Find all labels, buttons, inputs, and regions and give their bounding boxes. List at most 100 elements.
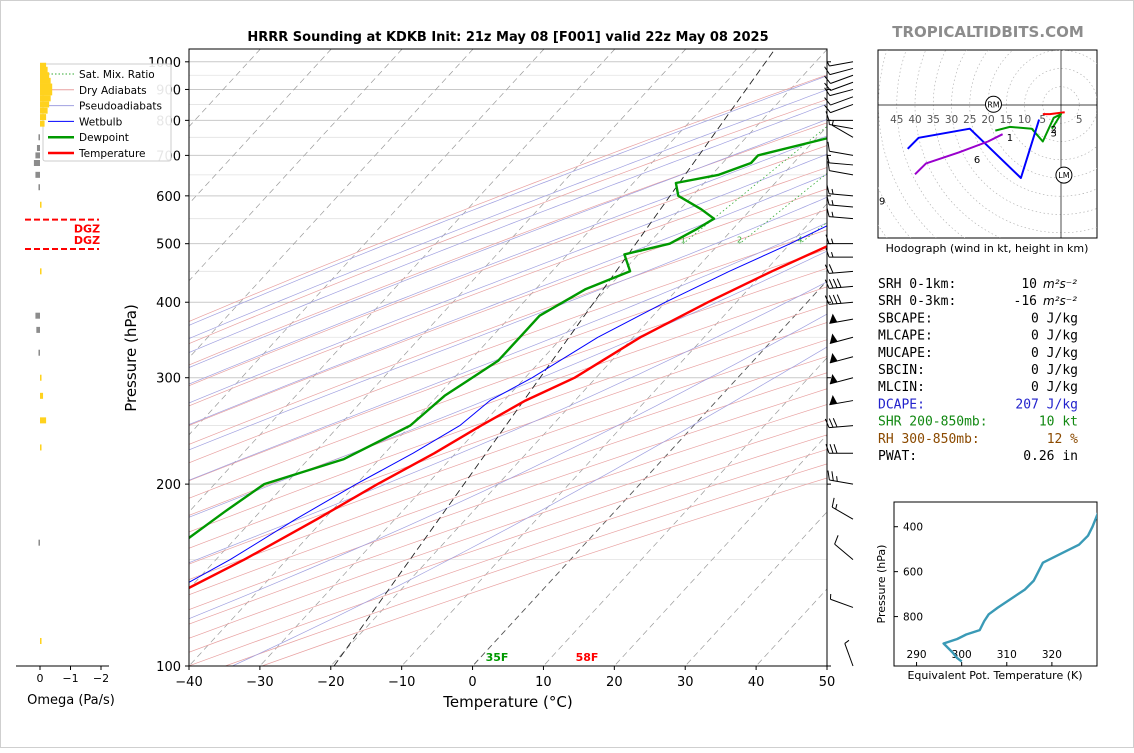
wind-barb <box>844 640 857 666</box>
hodograph-ring-label: 35 <box>927 114 940 126</box>
hodograph-caption: Hodograph (wind in kt, height in km) <box>886 242 1089 255</box>
legend-entry: Temperature <box>78 148 146 160</box>
legend-entry: Pseudoadiabats <box>79 101 162 113</box>
barb-staff <box>830 97 853 105</box>
theta-e-x-tick-label: 320 <box>1042 649 1062 661</box>
param-value: 10 kt <box>1039 415 1078 430</box>
wind-barb <box>828 392 853 405</box>
barb-pennant <box>828 313 837 323</box>
theta-e-frame <box>894 502 1097 666</box>
isotherm-line <box>118 49 686 666</box>
reference-dashed-line <box>334 49 775 666</box>
wind-barb <box>826 207 854 218</box>
barb-half-flag <box>836 476 838 481</box>
barb-half-flag <box>832 189 834 194</box>
omega-bar <box>40 202 42 208</box>
wind-barb <box>825 293 853 304</box>
omega-bar <box>40 444 42 450</box>
omega-bar <box>40 375 42 381</box>
omega-bar <box>38 184 40 190</box>
wind-barb <box>829 594 855 607</box>
hodograph-height-label: 9 <box>879 197 885 208</box>
omega-bar <box>40 108 48 114</box>
wind-barb <box>828 310 853 323</box>
omega-bar <box>40 417 46 423</box>
y-tick-label: 500 <box>156 238 181 253</box>
theta-e-ylabel: Pressure (hPa) <box>875 545 888 624</box>
barb-flag <box>834 444 837 453</box>
x-tick-label: −20 <box>317 675 344 690</box>
barb-flag <box>833 295 837 304</box>
param-value: 12 % <box>1047 432 1078 447</box>
omega-bar <box>40 101 49 107</box>
theta-e-y-tick-label: 600 <box>903 567 923 579</box>
isotherm-line <box>260 49 828 666</box>
x-tick-label: 50 <box>819 675 836 690</box>
omega-bar <box>38 350 40 356</box>
param-label: MLCIN: <box>878 380 925 395</box>
legend-entry: Dry Adiabats <box>79 85 147 97</box>
barb-pennant <box>828 394 837 404</box>
barb-flag <box>833 418 837 427</box>
wind-barb <box>826 471 854 485</box>
mixing-ratio-label: 8 <box>862 236 867 245</box>
x-tick-label: −40 <box>175 675 202 690</box>
barb-half-flag <box>829 594 832 599</box>
omega-bar <box>38 134 40 140</box>
hodograph-ring-label: 20 <box>981 114 994 126</box>
param-label: SBCIN: <box>878 363 925 378</box>
param-value: 207 J/kg <box>1015 397 1078 412</box>
param-value: 0 J/kg <box>1031 311 1078 326</box>
omega-bar <box>40 72 49 78</box>
param-value: -16 <box>1014 294 1037 309</box>
wind-barb <box>826 185 854 196</box>
omega-bar <box>36 327 40 333</box>
wind-barb <box>826 248 853 257</box>
site-brand: TROPICALTIDBITS.COM <box>892 23 1084 41</box>
barb-staff <box>830 89 853 95</box>
omega-bar <box>40 95 51 101</box>
param-label: RH 300-850mb: <box>878 432 980 447</box>
isotherm-line <box>189 49 757 666</box>
omega-xlabel: Omega (Pa/s) <box>27 693 115 708</box>
theta-e-x-tick-label: 290 <box>907 649 927 661</box>
barb-flag <box>830 471 835 480</box>
param-label: PWAT: <box>878 449 917 464</box>
wind-barb <box>826 142 854 156</box>
omega-bar <box>40 268 42 274</box>
param-label: MUCAPE: <box>878 346 933 361</box>
wind-barb <box>827 329 853 344</box>
omega-bar <box>40 67 48 73</box>
wind-barb <box>832 535 858 559</box>
omega-bar <box>40 114 46 120</box>
param-label: MLCAPE: <box>878 329 933 344</box>
barb-flag <box>829 264 833 273</box>
skewt-xlabel: Temperature (°C) <box>442 693 572 711</box>
x-tick-label: −10 <box>388 675 415 690</box>
barb-staff <box>829 151 853 155</box>
skewt-frame <box>189 49 827 666</box>
omega-tick-label: −2 <box>93 672 109 685</box>
param-unit: m²s⁻² <box>1043 294 1077 308</box>
wind-barbs <box>825 57 859 666</box>
hodograph-frame <box>878 50 1097 238</box>
barb-flag <box>832 535 840 544</box>
param-label: SRH 0-3km: <box>878 294 956 309</box>
skewt-ylabel: Pressure (hPa) <box>122 304 140 412</box>
barb-staff <box>830 104 853 112</box>
hodograph-ring-label: 30 <box>945 114 958 126</box>
barb-staff <box>835 544 853 559</box>
hodograph-ring-label: 25 <box>963 114 976 126</box>
storm-motion-label: RM <box>987 100 1000 109</box>
hodograph-ring-label: 40 <box>908 114 921 126</box>
hodograph-height-label: 1 <box>1007 133 1013 144</box>
omega-bar <box>35 313 40 319</box>
y-tick-label: 300 <box>156 372 181 387</box>
param-value: 0 J/kg <box>1031 363 1078 378</box>
x-tick-label: 40 <box>748 675 765 690</box>
hodograph-height-label: 6 <box>974 155 980 166</box>
mixing-ratio-label: 2 <box>737 236 742 245</box>
param-label: SRH 0-1km: <box>878 277 956 292</box>
omega-bar <box>40 89 52 95</box>
